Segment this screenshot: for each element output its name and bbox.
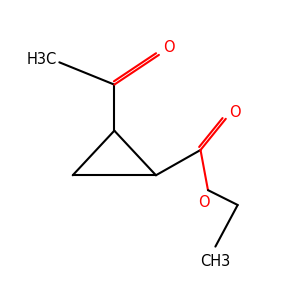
Text: O: O — [164, 40, 175, 55]
Text: O: O — [229, 105, 241, 120]
Text: CH3: CH3 — [200, 254, 230, 269]
Text: H3C: H3C — [27, 52, 57, 67]
Text: O: O — [198, 194, 209, 209]
